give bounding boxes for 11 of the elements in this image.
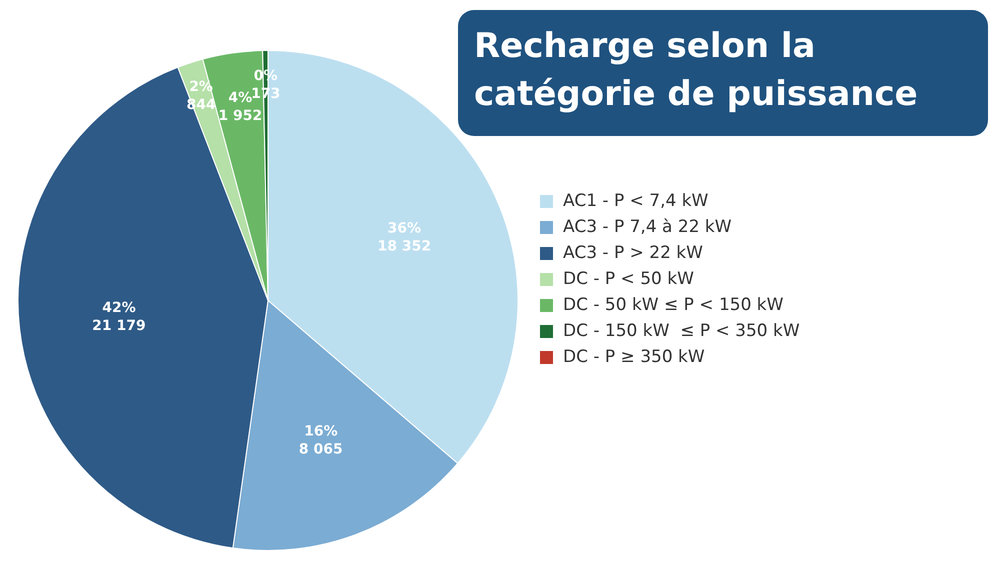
chart-title: Recharge selon la catégorie de puissance <box>458 10 988 136</box>
legend-label: DC - 50 kW ≤ P < 150 kW <box>563 295 784 315</box>
legend-label: AC1 - P < 7,4 kW <box>563 191 708 211</box>
legend-label: AC3 - P 7,4 à 22 kW <box>563 217 732 237</box>
data-label: 42% 21 179 <box>92 300 146 334</box>
legend-label: DC - P < 50 kW <box>563 269 694 289</box>
data-label: 16% 8 065 <box>298 424 343 458</box>
data-label: 36% 18 352 <box>378 220 432 255</box>
legend-label: DC - P ≥ 350 kW <box>563 347 705 367</box>
legend-label: DC - 150 kW ≤ P < 350 kW <box>563 321 800 341</box>
legend-label: AC3 - P > 22 kW <box>563 243 703 263</box>
